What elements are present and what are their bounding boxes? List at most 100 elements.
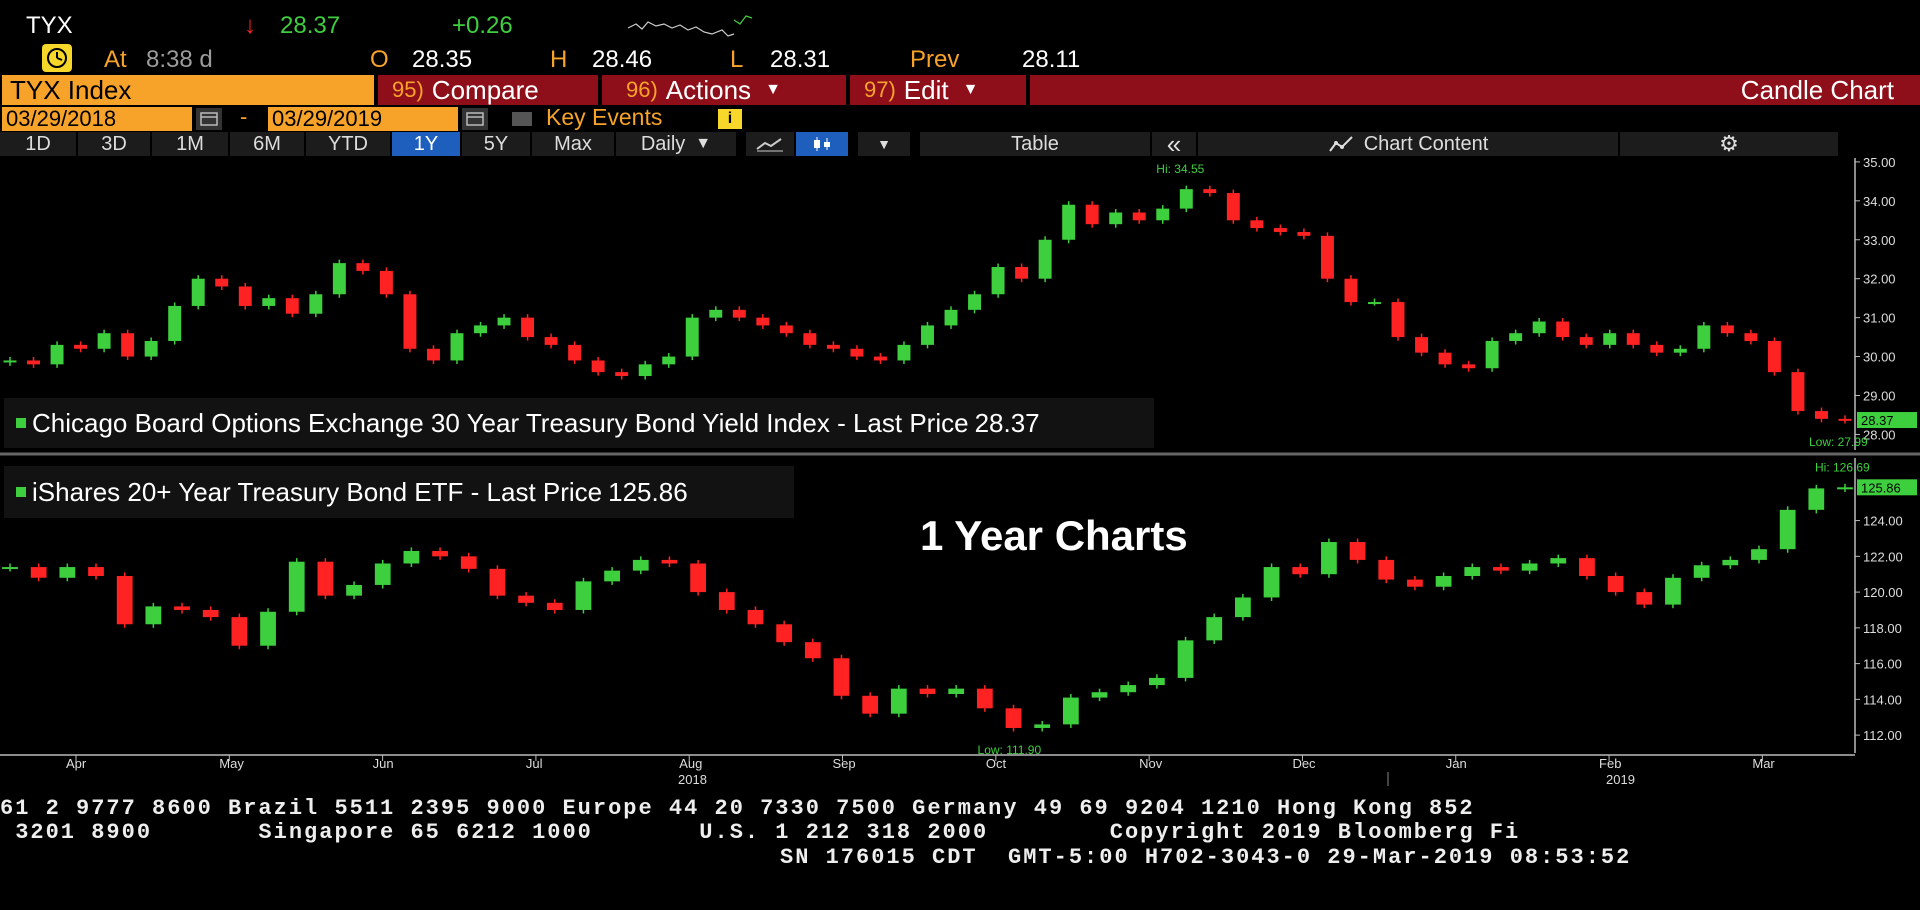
- edit-button[interactable]: 97) Edit ▼: [850, 75, 1026, 105]
- start-date-input[interactable]: 03/29/2018: [2, 107, 192, 131]
- open-value: 28.35: [412, 46, 473, 73]
- candle-chart-icon[interactable]: [796, 132, 850, 156]
- toolbar-gap-2: [850, 132, 858, 156]
- candle-body: [1120, 685, 1137, 693]
- chart-type-label: Candle Chart: [1740, 74, 1894, 105]
- candle-body: [1415, 337, 1429, 353]
- start-calendar-icon[interactable]: [196, 108, 222, 130]
- period-tabs: 1D 3D 1M 6M YTD 1Y 5Y Max Daily ▼ ▼ Tabl…: [0, 129, 1840, 159]
- candle-body: [546, 602, 563, 610]
- end-calendar-icon[interactable]: [462, 108, 488, 130]
- toolbar-gap: [738, 132, 746, 156]
- tab-ytd[interactable]: YTD: [306, 132, 392, 156]
- contact-line-1: 61 2 9777 8600 Brazil 5511 2395 9000 Eur…: [0, 796, 1475, 821]
- candle-body: [460, 556, 477, 569]
- table-button[interactable]: Table: [920, 132, 1152, 156]
- candle-body: [121, 333, 135, 357]
- candle-body: [1297, 231, 1311, 236]
- candle-body: [403, 550, 420, 564]
- candle-body: [231, 617, 248, 646]
- candle-body: [1665, 577, 1681, 605]
- tab-5y[interactable]: 5Y: [462, 132, 532, 156]
- candle-body: [991, 267, 1005, 295]
- compare-label: Compare: [431, 74, 539, 105]
- y-tick-label: 114.00: [1863, 692, 1902, 707]
- candle-body: [1407, 579, 1423, 587]
- candle-body: [1250, 220, 1264, 229]
- tab-6m[interactable]: 6M: [230, 132, 306, 156]
- x-tick-label: Feb: [1599, 756, 1621, 771]
- tab-1y[interactable]: 1Y: [392, 132, 462, 156]
- candle-body: [260, 611, 276, 646]
- frequency-label: Daily: [640, 132, 686, 155]
- session-info: SN 176015 CDT GMT-5:00 H702-3043-0 29-Ma…: [780, 845, 1632, 870]
- candle-body: [1462, 364, 1476, 369]
- y-tick-label: 31.00: [1863, 311, 1896, 326]
- tab-3d[interactable]: 3D: [78, 132, 152, 156]
- candle-body: [116, 576, 133, 625]
- candle-body: [202, 609, 219, 618]
- compare-number: 95): [392, 77, 424, 102]
- candle-body: [1179, 189, 1193, 209]
- x-tick-label: Oct: [986, 756, 1007, 771]
- sparkline-icon: [628, 15, 753, 37]
- actions-button[interactable]: 96) Actions ▼: [602, 75, 846, 105]
- candle-body: [1532, 321, 1546, 334]
- candle-body: [1091, 692, 1108, 698]
- etf-legend[interactable]: iShares 20+ Year Treasury Bond ETF - Las…: [4, 466, 794, 518]
- line-chart-icon[interactable]: [746, 132, 796, 156]
- info-icon[interactable]: i: [718, 109, 742, 129]
- tab-1d[interactable]: 1D: [0, 132, 78, 156]
- candle-body: [374, 563, 391, 585]
- candle-body: [1556, 321, 1570, 338]
- candle-body: [568, 344, 582, 361]
- chart-area[interactable]: 35.00 34.00 33.00 32.00 31.00 30.00 29.00 28.00…: [0, 158, 1920, 788]
- candle-body: [3, 360, 17, 363]
- candle-body: [1203, 189, 1217, 194]
- security-symbol: TYX: [26, 12, 73, 39]
- realtime-clock-icon[interactable]: [42, 44, 72, 72]
- candle-body: [30, 567, 47, 578]
- collapse-double-chevron-icon[interactable]: «: [1152, 129, 1198, 159]
- candle-body: [59, 567, 76, 578]
- candle-body: [1378, 559, 1395, 580]
- candle-body: [1273, 228, 1287, 232]
- candle-body: [1015, 267, 1029, 279]
- yield-legend[interactable]: Chicago Board Options Exchange 30 Year T…: [4, 398, 1154, 448]
- low-annotation: Low: 27.99: [1809, 435, 1868, 449]
- etf-series-swatch: [16, 487, 26, 497]
- key-events-toggle[interactable]: [512, 112, 532, 126]
- end-date-input[interactable]: 03/29/2019: [268, 107, 458, 131]
- key-events-label[interactable]: Key Events: [546, 104, 663, 130]
- candle-body: [1767, 340, 1781, 373]
- candle-body: [1815, 411, 1828, 419]
- high-annotation: Hi: 126.69: [1815, 460, 1870, 474]
- candle-body: [803, 333, 817, 345]
- candle-body: [804, 642, 821, 659]
- candle-body: [1368, 302, 1381, 305]
- security-field[interactable]: TYX Index: [2, 75, 374, 105]
- prev-value: 28.11: [1022, 46, 1081, 73]
- compare-button[interactable]: 95) Compare: [378, 75, 598, 105]
- candle-body: [1109, 212, 1123, 225]
- candle-body: [591, 360, 605, 373]
- tab-1m[interactable]: 1M: [152, 132, 230, 156]
- candle-body: [332, 263, 346, 295]
- candle-body: [690, 563, 707, 593]
- frequency-dropdown[interactable]: Daily ▼: [616, 132, 738, 156]
- chart-options-chevron-down-icon[interactable]: ▼: [858, 132, 912, 156]
- net-change: +0.26: [452, 12, 513, 39]
- low-label: L: [730, 46, 744, 73]
- chart-content-button[interactable]: Chart Content: [1198, 132, 1620, 156]
- x-tick-label: May: [219, 756, 244, 771]
- candle-body: [1038, 239, 1052, 279]
- settings-gear-icon[interactable]: ⚙: [1620, 131, 1840, 156]
- y-tick-label: 34.00: [1863, 194, 1896, 209]
- y-tick-label: 30.00: [1863, 350, 1896, 365]
- chart-type-bar[interactable]: Candle Chart: [1030, 75, 1920, 105]
- tab-max[interactable]: Max: [532, 132, 616, 156]
- candle-body: [1779, 509, 1796, 550]
- x-tick-label: Mar: [1752, 756, 1775, 771]
- candle-body: [1391, 302, 1405, 338]
- candle-body: [1485, 340, 1499, 369]
